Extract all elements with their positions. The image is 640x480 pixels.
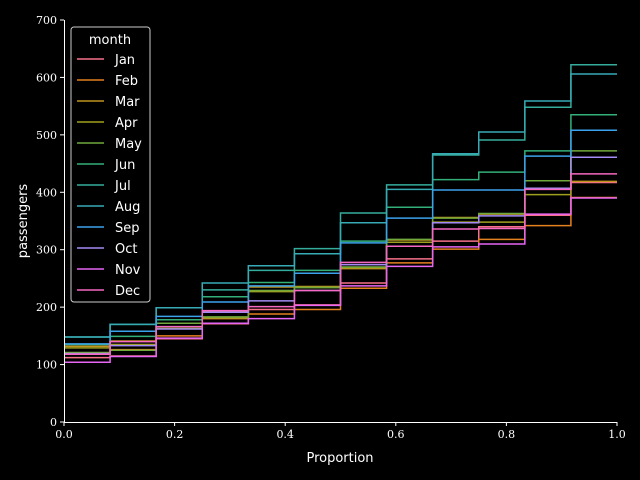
legend-label-mar: Mar [115, 95, 140, 110]
y-tick-label: 600 [36, 71, 57, 84]
legend-label-jan: Jan [114, 53, 135, 68]
series-line-dec [64, 173, 617, 355]
x-ticks: 0.0 0.2 0.4 0.6 0.8 1.0 [55, 422, 626, 441]
legend-label-apr: Apr [115, 116, 138, 131]
x-tick-label: 0.6 [387, 428, 405, 441]
legend: month Jan Feb Mar Apr May Jun Jul Aug Sep Oct Nov D… [70, 26, 151, 303]
y-tick-label: 100 [36, 359, 57, 372]
legend-label-nov: Nov [115, 263, 141, 278]
y-tick-label: 0 [50, 416, 57, 429]
legend-label-jun: Jun [114, 158, 135, 173]
series-line-aug [64, 73, 617, 338]
y-axis-title: passengers [16, 184, 31, 259]
y-tick-label: 500 [36, 129, 57, 142]
legend-label-may: May [115, 137, 142, 152]
axes [64, 20, 617, 423]
y-ticks: 0 100 200 300 400 500 600 700 [36, 14, 64, 429]
legend-items: Jan Feb Mar Apr May Jun Jul Aug Sep Oct Nov Dec [77, 53, 142, 299]
y-tick-label: 300 [36, 244, 57, 257]
x-axis-title: Proportion [306, 451, 373, 466]
x-tick-label: 0.0 [55, 428, 73, 441]
legend-label-oct: Oct [115, 242, 137, 257]
x-tick-label: 0.4 [276, 428, 294, 441]
x-tick-label: 1.0 [608, 428, 626, 441]
legend-title: month [89, 33, 131, 48]
legend-label-sep: Sep [115, 221, 140, 236]
legend-label-jul: Jul [114, 179, 131, 194]
y-tick-label: 200 [36, 301, 57, 314]
legend-label-feb: Feb [115, 74, 138, 89]
y-tick-label: 400 [36, 186, 57, 199]
x-tick-label: 0.8 [498, 428, 516, 441]
legend-label-aug: Aug [115, 200, 140, 215]
x-tick-label: 0.2 [166, 428, 184, 441]
legend-box [70, 26, 151, 303]
legend-label-dec: Dec [115, 284, 140, 299]
plot-lines [64, 64, 617, 364]
y-tick-label: 700 [36, 14, 57, 27]
